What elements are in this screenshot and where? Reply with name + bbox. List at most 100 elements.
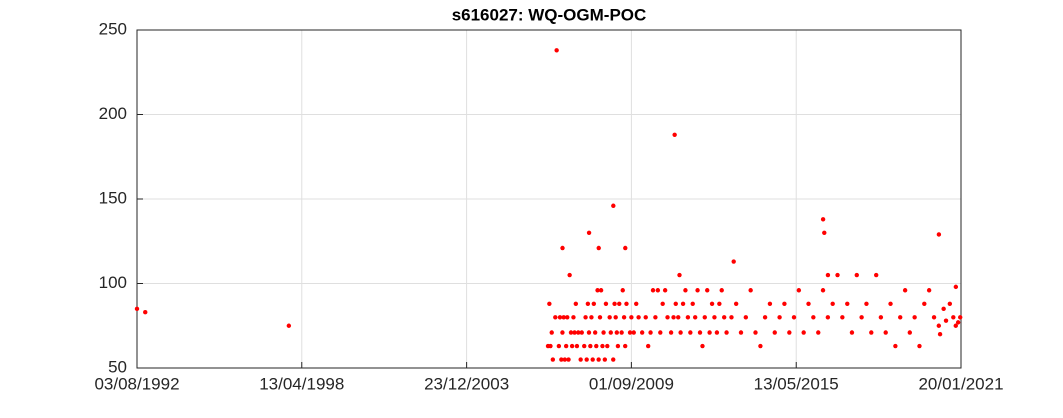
point (816, 330, 821, 335)
point (576, 330, 581, 335)
x-tick-label: 01/09/2009 (589, 374, 674, 393)
point (598, 288, 604, 293)
point (602, 357, 608, 362)
point (729, 315, 734, 320)
point (811, 315, 816, 320)
point (724, 330, 729, 335)
point (926, 288, 932, 293)
point (631, 330, 636, 335)
point (547, 301, 552, 306)
y-tick-label: 100 (99, 273, 127, 292)
point (613, 315, 618, 320)
point (143, 310, 148, 315)
point (712, 315, 717, 320)
point (645, 343, 651, 349)
point (717, 301, 722, 306)
point (653, 315, 658, 320)
point (912, 315, 917, 320)
point (572, 330, 577, 335)
point (619, 330, 624, 335)
point (562, 357, 568, 362)
point (643, 315, 648, 320)
point (898, 315, 903, 320)
point (721, 315, 727, 320)
point (648, 330, 653, 335)
point (548, 343, 553, 349)
point (943, 318, 949, 323)
point (883, 330, 888, 335)
point (845, 301, 850, 306)
point (567, 272, 572, 278)
point (615, 343, 621, 349)
y-tick-label: 50 (108, 357, 127, 376)
point (560, 245, 565, 251)
point (869, 330, 874, 335)
point (873, 272, 879, 278)
point (571, 315, 576, 320)
point (772, 330, 777, 335)
point (678, 330, 683, 335)
point (748, 288, 753, 293)
point (714, 330, 720, 335)
point (608, 330, 613, 335)
y-tick-label: 200 (99, 104, 127, 123)
point (683, 288, 688, 293)
point (611, 203, 616, 208)
point (636, 315, 641, 320)
point (639, 330, 645, 335)
point (629, 315, 634, 320)
point (685, 315, 691, 320)
point (719, 288, 724, 293)
point (937, 332, 943, 337)
point (617, 301, 622, 306)
point (731, 259, 736, 264)
point (758, 343, 763, 349)
point (560, 330, 565, 335)
point (662, 288, 668, 293)
point (612, 301, 617, 306)
point (549, 330, 554, 335)
point (611, 357, 616, 362)
point (658, 330, 663, 335)
point (554, 48, 559, 53)
point (830, 301, 835, 306)
point (668, 330, 674, 335)
point (605, 343, 610, 349)
point (958, 315, 963, 320)
point (585, 301, 591, 306)
point (864, 301, 869, 306)
point (917, 343, 922, 349)
point (854, 272, 859, 278)
point (953, 284, 959, 290)
point (623, 343, 628, 349)
x-tick-label: 03/08/1992 (94, 374, 179, 393)
point (893, 343, 898, 349)
point (574, 343, 580, 349)
point (592, 330, 598, 335)
point (806, 301, 811, 306)
point (801, 330, 806, 335)
point (820, 217, 826, 222)
point (953, 323, 958, 328)
point (586, 330, 592, 335)
point (955, 320, 961, 325)
point (787, 330, 792, 335)
point (931, 315, 937, 320)
point (692, 315, 698, 320)
point (791, 315, 797, 320)
point (591, 301, 597, 306)
point (655, 288, 661, 293)
point (573, 301, 579, 306)
point (650, 288, 656, 293)
point (566, 357, 571, 362)
point (590, 357, 595, 362)
point (589, 315, 594, 320)
x-tick-label: 13/05/2015 (754, 374, 839, 393)
point (680, 301, 686, 306)
point (820, 288, 826, 293)
point (738, 330, 744, 335)
point (588, 343, 593, 349)
point (553, 315, 558, 320)
